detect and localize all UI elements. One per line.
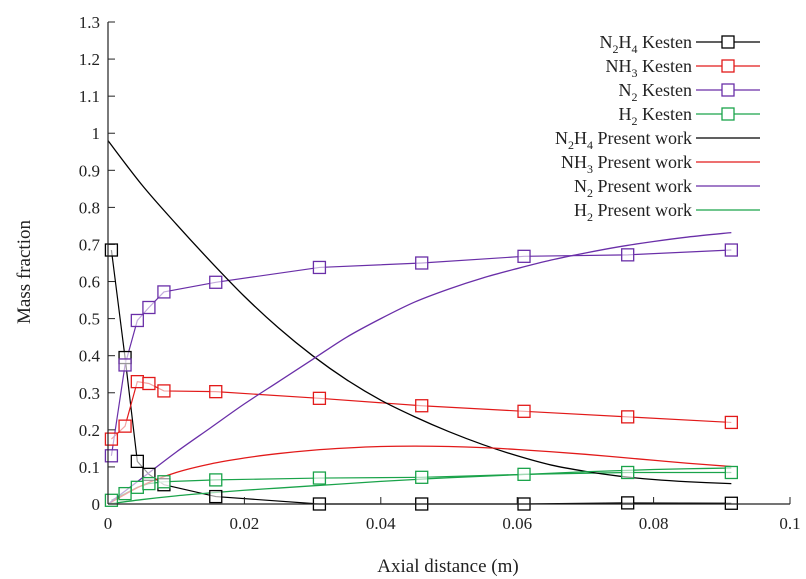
legend-swatch-marker-n2-kesten [721,83,735,97]
series-line-n2-kesten [110,249,732,456]
point-n2h4-kesten-0 [104,243,119,257]
point-n2-kesten-0 [104,449,119,463]
ticks-layer: 0 0.1 0.2 0.3 0.4 0.5 0.6 0.7 0.8 0.9 1 1.1 1.2 1.3 0 0… [79,13,801,533]
y-tick-label: 0.3 [79,384,100,403]
y-axis-title: Mass fraction [14,220,35,324]
series-curve-n2h4-present-work [107,140,732,485]
point-nh3-kesten-10 [724,415,738,430]
y-tick-label: 0.8 [79,198,100,217]
legend-label-h2-present-work: H2 Present work [574,200,692,224]
x-tick-label: 0.04 [366,514,396,533]
legend-swatch-marker-h2-kesten [721,107,735,121]
point-n2h4-kesten-5 [209,489,223,504]
point-h2-kesten-4 [157,475,171,489]
point-h2-kesten-2 [130,480,144,494]
point-nh3-kesten-0 [104,432,119,446]
y-tick-label: 1.3 [79,13,100,32]
point-nh3-kesten-3 [142,376,156,391]
point-n2-kesten-4 [157,285,171,299]
legend-swatch-marker-n2h4-kesten [721,35,735,49]
point-h2-kesten-7 [415,470,429,484]
legend-label-nh3-present-work: NH3 Present work [561,152,692,176]
point-h2-kesten-3 [142,476,156,491]
point-n2h4-kesten-9 [621,496,635,510]
y-tick-label: 0.6 [79,273,100,292]
series-line-n2h4-kesten [110,249,732,505]
legend-label-h2-kesten: H2 Kesten [619,104,692,128]
y-tick-label: 0.5 [79,310,100,329]
y-tick-label: 0.9 [79,161,100,180]
point-nh3-kesten-4 [157,384,171,398]
y-tick-label: 0.1 [79,458,100,477]
point-h2-kesten-5 [209,473,223,487]
point-n2h4-kesten-2 [130,454,144,469]
point-n2-kesten-5 [209,275,223,289]
legend-label-n2-present-work: N2 Present work [574,176,692,200]
legend-label-nh3-kesten: NH3 Kesten [606,56,692,80]
point-h2-kesten-1 [118,486,132,501]
x-tick-label: 0.06 [502,514,532,533]
point-h2-kesten-8 [517,467,531,481]
legend-label-n2h4-kesten: N2H4 Kesten [600,32,692,56]
point-h2-kesten-10 [724,465,738,480]
point-nh3-kesten-6 [312,391,327,405]
x-axis-title: Axial distance (m) [377,556,518,577]
y-tick-label: 0 [92,495,101,514]
point-nh3-kesten-7 [415,399,429,413]
point-n2-kesten-9 [621,248,635,262]
legend-label-n2-kesten: N2 Kesten [619,80,692,104]
y-tick-label: 0.7 [79,235,101,254]
y-tick-label: 1.2 [79,50,100,69]
y-tick-label: 1.1 [79,87,100,106]
point-n2-kesten-2 [130,313,144,328]
point-n2-kesten-1 [118,358,132,372]
point-nh3-kesten-2 [130,374,144,389]
point-nh3-kesten-9 [621,410,635,424]
point-h2-kesten-6 [312,471,327,485]
point-n2-kesten-6 [312,260,327,275]
y-tick-label: 1 [92,124,101,143]
axes-layer [107,22,790,505]
point-n2-kesten-3 [142,300,156,315]
y-tick-label: 0.2 [79,421,100,440]
point-n2-kesten-7 [415,256,429,270]
point-h2-kesten-9 [621,465,635,480]
point-nh3-kesten-1 [118,419,132,433]
series-curve-n2-present-work [107,231,732,505]
point-n2-kesten-8 [517,249,531,263]
x-tick-label: 0.1 [779,514,800,533]
legend-swatch-marker-nh3-kesten [721,59,735,73]
point-nh3-kesten-8 [517,404,531,418]
x-tick-label: 0 [104,514,113,533]
series-curve-nh3-present-work [107,445,732,505]
y-tick-label: 0.4 [79,347,101,366]
legend-label-n2h4-present-work: N2H4 Present work [555,128,692,152]
point-n2h4-kesten-10 [724,496,738,510]
point-nh3-kesten-5 [209,385,223,399]
x-tick-label: 0.02 [230,514,260,533]
x-tick-label: 0.08 [639,514,669,533]
point-n2-kesten-10 [724,243,738,257]
